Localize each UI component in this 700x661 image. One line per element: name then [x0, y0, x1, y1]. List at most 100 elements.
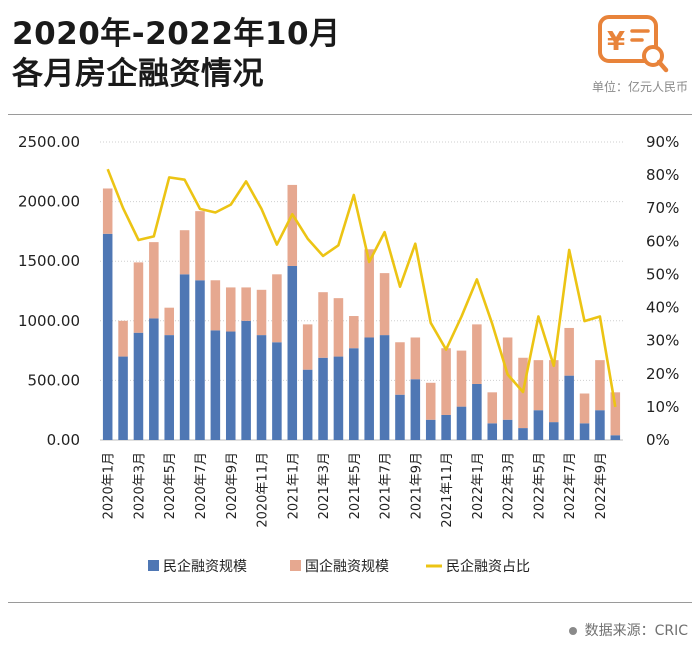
svg-text:¥: ¥ [607, 27, 625, 57]
bar-private [364, 337, 374, 440]
bar-private [210, 330, 221, 440]
bar-state [302, 324, 313, 370]
bar-state [564, 327, 574, 376]
y-right-tick-label: 90% [646, 133, 679, 151]
bar-state [425, 382, 436, 420]
bar-private [549, 422, 559, 440]
x-tick-label: 2020年7月 [194, 452, 209, 519]
source-bullet-icon [568, 627, 577, 635]
legend-private-label: 民企融资规模 [163, 558, 247, 575]
bar-private [256, 335, 267, 440]
y-right-tick-label: 10% [646, 398, 679, 416]
bar-state [225, 287, 236, 332]
source-text: 数据来源：CRIC [584, 623, 688, 639]
bar-state [364, 249, 374, 338]
y-right-tick-label: 60% [646, 232, 679, 250]
bar-private [318, 357, 328, 440]
share-line [106, 168, 617, 408]
bar-state [210, 280, 221, 331]
x-tick-label: 2022年7月 [563, 452, 578, 519]
legend-share-label: 民企融资占比 [446, 558, 530, 575]
bar-private [287, 265, 298, 440]
x-tick-label: 2022年9月 [594, 452, 609, 519]
bar-private [456, 406, 467, 440]
x-tick-label: 2021年7月 [379, 452, 394, 519]
y-right-tick-label: 20% [646, 365, 679, 383]
source-note: 数据来源：CRIC [568, 620, 688, 640]
x-tick-label: 2020年1月 [102, 452, 117, 519]
bar-state [133, 262, 144, 333]
x-tick-label: 2022年5月 [532, 452, 547, 519]
bar-state [487, 392, 498, 424]
bar-state [349, 316, 359, 349]
bar-state [164, 307, 174, 336]
top-divider [8, 114, 692, 115]
bar-state [241, 287, 251, 321]
y-left-tick-label: 1500.00 [18, 252, 80, 270]
unit-label: 单位：亿元人民币 [591, 80, 688, 94]
y-right-tick-label: 40% [646, 299, 679, 317]
bar-private [410, 379, 421, 440]
bar-state [318, 292, 328, 358]
bar-private [564, 375, 574, 440]
bar-private [518, 428, 528, 440]
bar-private [502, 419, 513, 440]
legend-state-swatch [290, 560, 301, 571]
bar-state [102, 188, 113, 234]
bar-private [425, 419, 436, 440]
bar-state [149, 242, 159, 319]
bottom-divider [8, 602, 692, 603]
chart-title: 2020年-2022年10月 各月房企融资情况 [12, 14, 341, 94]
y-left-tick-label: 2000.00 [18, 193, 80, 211]
bar-state [610, 392, 621, 436]
bar-state [272, 274, 282, 343]
x-tick-label: 2021年11月 [440, 452, 455, 528]
y-right-tick-label: 70% [646, 199, 679, 217]
y-left-tick-label: 1000.00 [18, 312, 80, 330]
y-right-tick-label: 30% [646, 332, 679, 350]
y-left-tick-label: 0.00 [47, 431, 80, 449]
y-left-tick-label: 500.00 [28, 371, 81, 389]
bar-private [441, 414, 451, 440]
x-tick-label: 2020年3月 [132, 452, 147, 519]
bar-state [549, 360, 559, 423]
x-tick-label: 2021年1月 [286, 452, 301, 519]
bar-state [379, 273, 390, 336]
financing-chart: 0.00 500.00 1000.00 1500.00 2000.00 2500.00 0%… [18, 133, 679, 575]
bar-private [349, 348, 359, 440]
x-tick-label: 2021年5月 [348, 452, 363, 519]
bar-state [456, 350, 467, 407]
bar-state [333, 298, 344, 357]
x-tick-label: 2020年9月 [225, 452, 240, 519]
bar-private [164, 335, 174, 440]
x-tick-label: 2020年5月 [163, 452, 178, 519]
bar-private [595, 410, 605, 440]
y-right-tick-label: 0% [646, 431, 670, 449]
bar-private [533, 410, 544, 440]
bar-state [533, 360, 544, 411]
bar-private [272, 342, 282, 440]
bar-private [133, 332, 144, 440]
bar-private [149, 318, 159, 440]
yuan-document-search-icon: ¥ [598, 15, 669, 73]
bar-private [302, 369, 313, 440]
bar-private [379, 335, 390, 440]
bar-private [610, 435, 621, 440]
bar-state [287, 184, 298, 266]
bar-state [195, 211, 205, 281]
bar-state [579, 393, 590, 424]
bar-private [579, 423, 590, 440]
bar-state [472, 324, 482, 384]
bar-private [195, 280, 205, 440]
title-line-2: 各月房企融资情况 [12, 56, 264, 92]
title-line-1: 2020年-2022年10月 [12, 16, 341, 52]
x-tick-label: 2022年3月 [502, 452, 517, 519]
bar-state [118, 320, 128, 357]
x-tick-label: 2020年11月 [256, 452, 271, 528]
bar-private [179, 274, 190, 440]
bar-private [118, 356, 128, 440]
y-right-tick-label: 80% [646, 166, 679, 184]
y-left-tick-label: 2500.00 [18, 133, 80, 151]
x-tick-label: 2022年1月 [471, 452, 486, 519]
bar-state [595, 360, 605, 411]
